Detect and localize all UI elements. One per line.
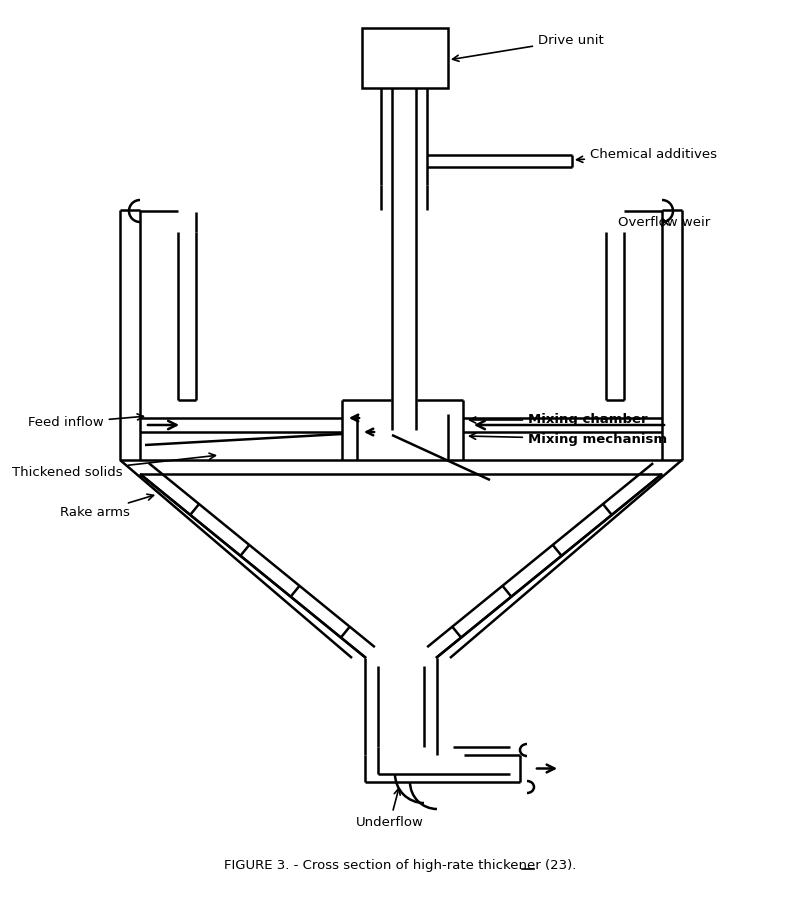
Text: Thickened solids: Thickened solids (12, 453, 215, 478)
Text: Mixing mechanism: Mixing mechanism (470, 432, 667, 446)
Text: Underflow: Underflow (356, 788, 424, 829)
Text: Drive unit: Drive unit (453, 33, 604, 61)
Text: Overflow weir: Overflow weir (618, 216, 710, 228)
Text: Chemical additives: Chemical additives (577, 149, 717, 162)
Text: Mixing chamber: Mixing chamber (470, 413, 648, 427)
Text: FIGURE 3. - Cross section of high-rate thickener (23).: FIGURE 3. - Cross section of high-rate t… (224, 860, 576, 872)
Text: Rake arms: Rake arms (60, 494, 154, 520)
Text: Feed inflow: Feed inflow (28, 414, 143, 429)
Bar (362, 28, 448, 88)
